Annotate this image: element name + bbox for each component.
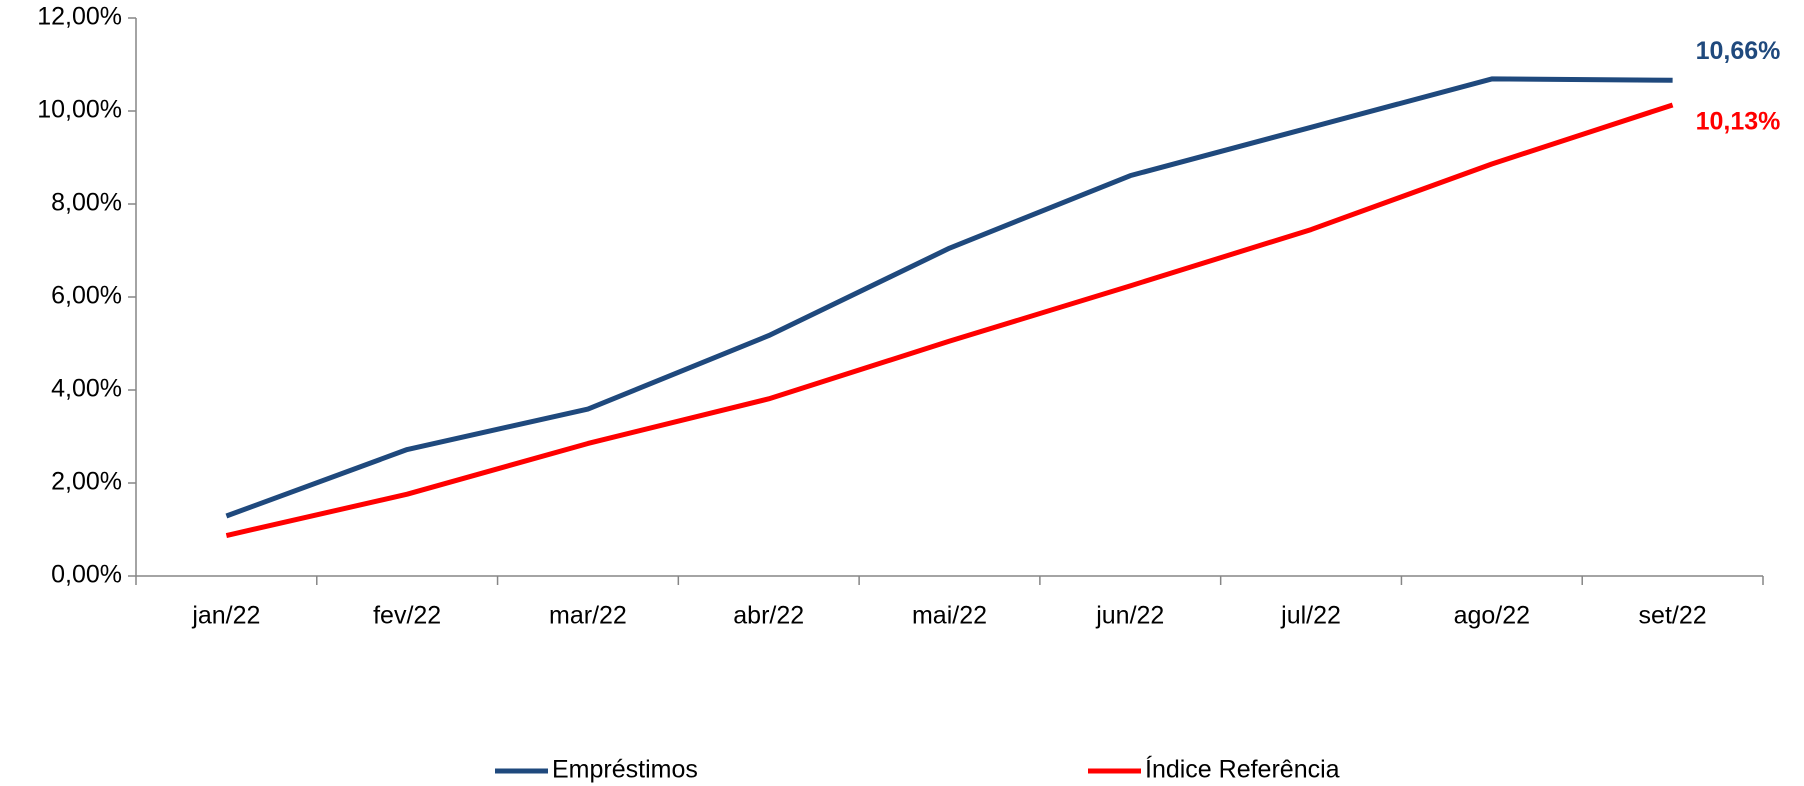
y-tick-label: 8,00% <box>51 189 122 217</box>
y-tick-label: 2,00% <box>51 468 122 496</box>
x-tick-label: set/22 <box>1639 602 1707 630</box>
x-tick-label: mar/22 <box>549 602 627 630</box>
value-label: 10,66% <box>1696 37 1781 65</box>
y-tick-label: 12,00% <box>37 3 122 31</box>
x-tick-label: ago/22 <box>1454 602 1530 630</box>
legend-label: Empréstimos <box>552 756 698 784</box>
line-series <box>225 76 1673 519</box>
x-tick-label: jul/22 <box>1280 602 1341 630</box>
y-tick-label: 4,00% <box>51 375 122 403</box>
x-tick-label: jan/22 <box>191 602 260 630</box>
legend-label: Índice Referência <box>1145 755 1340 784</box>
x-tick-label: jun/22 <box>1095 602 1164 630</box>
x-tick-label: mai/22 <box>912 602 987 630</box>
x-tick-label: abr/22 <box>733 602 804 630</box>
y-tick-label: 10,00% <box>37 96 122 124</box>
value-label: 10,13% <box>1696 108 1781 136</box>
y-tick-label: 0,00% <box>51 561 122 589</box>
y-tick-label: 6,00% <box>51 282 122 310</box>
line-series <box>225 102 1674 538</box>
x-tick-label: fev/22 <box>373 602 441 630</box>
